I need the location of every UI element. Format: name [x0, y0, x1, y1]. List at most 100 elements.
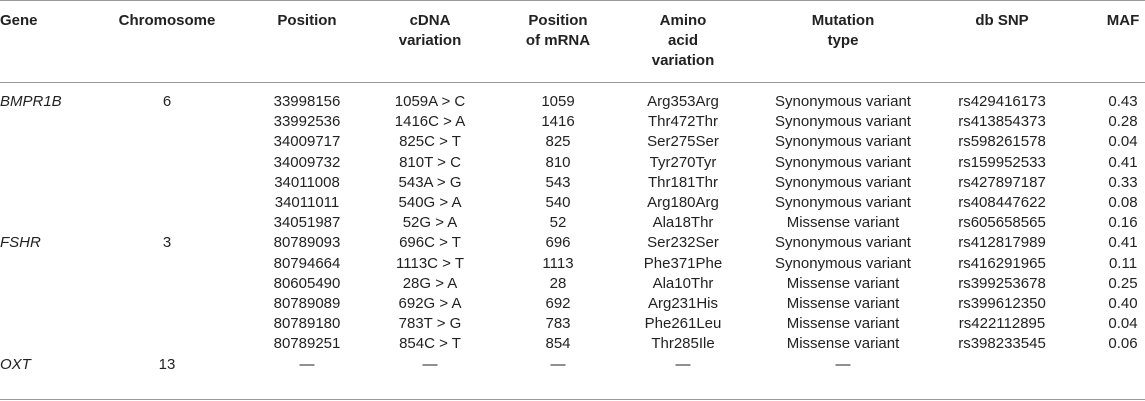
- cell-mutation-type: —: [835, 355, 851, 373]
- cell-mrna-position: 810: [545, 153, 571, 171]
- header-mrna-line1: Position: [528, 12, 588, 29]
- cell-maf: 0.11: [1108, 254, 1138, 272]
- header-mut-line2: type: [827, 32, 859, 49]
- cell-mutation-type: Missense variant: [786, 214, 900, 232]
- cell-maf: 0.41: [1108, 234, 1138, 252]
- cell-position: 34011011: [274, 194, 340, 211]
- table-top-rule: [0, 0, 1145, 1]
- cell-maf: 0.43: [1108, 93, 1138, 110]
- cell-maf: 0.04: [1108, 315, 1138, 333]
- header-aa-line3: variation: [651, 52, 715, 69]
- cell-cdna-variation: 1113C > T: [396, 254, 464, 272]
- cell-cdna-variation: 692G > A: [398, 295, 462, 312]
- cell-maf: 0.08: [1108, 194, 1138, 211]
- cell-amino-acid-variation: Thr472Thr: [647, 113, 719, 131]
- cell-amino-acid-variation: Ala10Thr: [652, 274, 714, 292]
- cell-gene: BMPR1B: [0, 93, 62, 110]
- cell-db-snp: rs605658565: [958, 214, 1046, 232]
- cell-mutation-type: Synonymous variant: [775, 194, 911, 211]
- cell-db-snp: rs427897187: [958, 173, 1046, 191]
- header-cdna-line1: cDNA: [409, 12, 451, 29]
- cell-amino-acid-variation: Thr181Thr: [647, 173, 719, 191]
- cell-chromosome: 3: [162, 234, 172, 252]
- header-mrna-position: Position of mRNA: [526, 11, 590, 51]
- cell-position: 80789180: [273, 315, 341, 333]
- cell-position: 34051987: [273, 214, 341, 232]
- cell-maf: 0.41: [1108, 153, 1138, 171]
- cell-position: 80789251: [273, 335, 341, 353]
- cell-mrna-position: 783: [545, 315, 571, 333]
- cell-maf: 0.28: [1108, 113, 1138, 131]
- cell-position: 80789089: [273, 295, 341, 312]
- cell-amino-acid-variation: Arg353Arg: [647, 93, 719, 110]
- cell-position: —: [299, 355, 315, 373]
- cell-maf: 0.06: [1108, 335, 1138, 353]
- header-chromosome: Chromosome: [118, 12, 216, 29]
- cell-maf: 0.40: [1108, 295, 1138, 312]
- cell-mrna-position: 825: [545, 133, 571, 151]
- cell-cdna-variation: 28G > A: [402, 274, 458, 292]
- cell-cdna-variation: 810T > C: [399, 153, 461, 171]
- header-db-snp: db SNP: [975, 12, 1029, 29]
- header-aa-line1: Amino: [659, 12, 707, 29]
- cell-db-snp: rs412817989: [958, 234, 1046, 252]
- cell-mrna-position: 692: [545, 295, 571, 312]
- cell-mrna-position: 1416: [541, 113, 575, 131]
- cell-cdna-variation: 52G > A: [402, 214, 458, 232]
- cell-cdna-variation: —: [422, 355, 438, 373]
- cell-cdna-variation: 854C > T: [399, 335, 461, 353]
- cell-mrna-position: 1059: [541, 93, 575, 110]
- header-amino-acid-variation: Amino acid variation: [652, 11, 715, 71]
- cell-mrna-position: 696: [545, 234, 571, 252]
- cell-mrna-position: 540: [545, 194, 571, 211]
- cell-db-snp: rs598261578: [958, 133, 1046, 151]
- cell-mrna-position: 28: [549, 274, 567, 292]
- cell-mutation-type: Synonymous variant: [775, 254, 911, 272]
- table-header-rule: [0, 82, 1145, 83]
- cell-cdna-variation: 783T > G: [398, 315, 462, 333]
- header-maf: MAF: [1106, 12, 1140, 29]
- cell-mutation-type: Missense variant: [786, 295, 900, 312]
- cell-chromosome: 6: [162, 93, 172, 110]
- cell-position: 34009732: [273, 153, 341, 171]
- cell-maf: 0.04: [1108, 133, 1138, 151]
- cell-amino-acid-variation: Ser232Ser: [647, 234, 719, 252]
- cell-cdna-variation: 1059A > C: [394, 93, 466, 110]
- cell-db-snp: rs413854373: [958, 113, 1046, 131]
- cell-db-snp: rs416291965: [958, 254, 1046, 272]
- cell-db-snp: rs422112895: [958, 315, 1046, 333]
- cell-mutation-type: Synonymous variant: [775, 133, 911, 151]
- table-bottom-rule: [0, 399, 1145, 400]
- header-mrna-line2: of mRNA: [525, 32, 591, 49]
- cell-mrna-position: 854: [545, 335, 571, 353]
- cell-position: 33998156: [273, 93, 341, 110]
- cell-maf: 0.25: [1108, 274, 1138, 292]
- header-mutation-type: Mutation type: [812, 11, 874, 51]
- cell-maf: 0.33: [1108, 173, 1138, 191]
- cell-mutation-type: Missense variant: [786, 335, 900, 353]
- cell-amino-acid-variation: Ser275Ser: [647, 133, 719, 151]
- cell-position: 80789093: [273, 234, 341, 252]
- cell-mutation-type: Synonymous variant: [775, 113, 911, 131]
- cell-cdna-variation: 543A > G: [398, 173, 462, 191]
- cell-mutation-type: Missense variant: [786, 315, 900, 333]
- cell-amino-acid-variation: Ala18Thr: [652, 214, 714, 232]
- cell-chromosome: 13: [158, 355, 176, 373]
- cell-amino-acid-variation: Arg180Arg: [647, 194, 719, 211]
- cell-mutation-type: Synonymous variant: [775, 234, 911, 252]
- cell-db-snp: rs399253678: [958, 274, 1046, 292]
- cell-amino-acid-variation: —: [675, 355, 691, 373]
- header-aa-line2: acid: [667, 32, 698, 49]
- header-mut-line1: Mutation: [811, 12, 875, 29]
- header-cdna-variation: cDNA variation: [399, 11, 462, 51]
- cell-mutation-type: Missense variant: [786, 274, 900, 292]
- cell-amino-acid-variation: Phe371Phe: [643, 254, 723, 272]
- cell-cdna-variation: 540G > A: [398, 194, 462, 211]
- cell-position: 33992536: [273, 113, 341, 131]
- cell-amino-acid-variation: Thr285Ile: [651, 335, 715, 353]
- cell-mutation-type: Synonymous variant: [775, 153, 911, 171]
- cell-mrna-position: —: [550, 355, 566, 373]
- cell-amino-acid-variation: Tyr270Tyr: [649, 153, 717, 171]
- cell-db-snp: rs408447622: [958, 194, 1046, 211]
